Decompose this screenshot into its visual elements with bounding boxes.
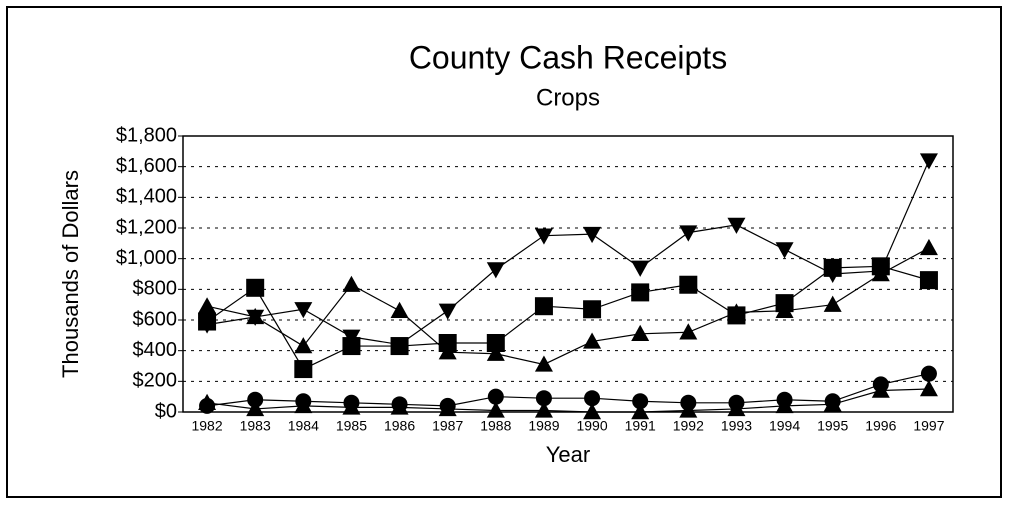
y-axis-label: Thousands of Dollars <box>58 170 83 378</box>
x-tick-label: 1985 <box>336 418 367 434</box>
x-tick-label: 1991 <box>625 418 656 434</box>
point <box>583 226 602 244</box>
x-tick-label: 1987 <box>432 418 463 434</box>
point <box>823 395 842 412</box>
x-tick-label: 1984 <box>288 418 319 434</box>
point <box>198 297 217 314</box>
y-tick-label: $400 <box>133 339 178 361</box>
x-tick-label: 1994 <box>769 418 800 434</box>
point <box>534 228 553 245</box>
x-tick-label: 1988 <box>480 418 511 434</box>
y-tick-label: $600 <box>133 308 178 330</box>
point <box>294 302 313 319</box>
y-tick-label: $0 <box>155 400 177 422</box>
y-tick-label: $200 <box>133 370 178 392</box>
point <box>919 380 938 397</box>
plot-border <box>182 135 954 413</box>
point <box>438 399 457 417</box>
point <box>679 401 698 418</box>
point <box>679 275 698 294</box>
x-tick-label: 1986 <box>384 418 415 434</box>
point <box>534 355 553 372</box>
point <box>871 381 890 398</box>
point <box>534 297 553 316</box>
point <box>438 343 457 360</box>
point <box>246 307 265 325</box>
point <box>919 153 938 170</box>
x-tick-label: 1990 <box>576 418 607 434</box>
point <box>823 258 842 277</box>
x-tick-label: 1982 <box>191 418 222 434</box>
point <box>487 388 504 405</box>
chart-subtitle: Crops <box>536 84 600 111</box>
point <box>294 337 313 354</box>
point <box>871 265 890 282</box>
series-line <box>206 247 930 366</box>
point <box>583 300 602 319</box>
point <box>727 217 746 234</box>
x-tick-label: 1995 <box>817 418 848 434</box>
x-tick-label: 1993 <box>721 418 752 434</box>
point <box>919 271 938 290</box>
point <box>727 303 746 320</box>
frame <box>6 6 1002 498</box>
y-tick-label: $1,600 <box>116 155 177 177</box>
point <box>247 391 264 408</box>
point <box>583 332 602 349</box>
point <box>342 398 361 415</box>
point <box>919 238 938 256</box>
point <box>679 225 698 242</box>
point <box>679 323 698 340</box>
point <box>198 312 217 331</box>
point <box>198 393 217 410</box>
series-line <box>206 388 929 413</box>
point <box>775 396 794 414</box>
point <box>294 396 313 414</box>
x-tick-label: 1983 <box>240 418 271 434</box>
x-tick-label: 1996 <box>865 418 896 434</box>
chart-title: County Cash Receipts <box>409 39 727 75</box>
point <box>632 393 649 410</box>
point <box>486 401 505 418</box>
series-line <box>206 265 930 370</box>
y-tick-label: $1,000 <box>116 247 177 269</box>
x-tick-label: 1997 <box>913 418 944 434</box>
y-tick-label: $1,200 <box>116 216 177 238</box>
point <box>631 260 650 277</box>
y-tick-label: $800 <box>133 278 178 300</box>
point <box>342 337 361 356</box>
point <box>775 242 794 259</box>
point <box>486 344 505 361</box>
x-axis-label: Year <box>546 442 590 467</box>
point <box>486 334 505 352</box>
point <box>390 337 409 356</box>
point <box>438 334 457 352</box>
point <box>294 360 313 379</box>
x-tick-label: 1989 <box>528 418 559 434</box>
point <box>775 301 794 318</box>
point <box>390 301 409 318</box>
x-tick-label: 1992 <box>673 418 704 434</box>
y-tick-label: $1,400 <box>116 186 177 208</box>
series-line <box>206 160 930 346</box>
series-line <box>206 373 930 407</box>
point <box>823 295 842 312</box>
point <box>438 303 457 320</box>
point <box>584 390 601 407</box>
point <box>631 324 650 341</box>
point <box>920 365 937 382</box>
point <box>246 399 265 417</box>
point <box>534 401 553 418</box>
point <box>342 275 361 292</box>
point <box>246 278 265 297</box>
y-tick-label: $1,800 <box>116 124 177 146</box>
point <box>390 398 409 415</box>
point <box>631 403 650 420</box>
point <box>535 390 552 407</box>
point <box>727 399 746 417</box>
point <box>631 283 650 302</box>
point <box>583 403 602 420</box>
point <box>486 262 505 279</box>
